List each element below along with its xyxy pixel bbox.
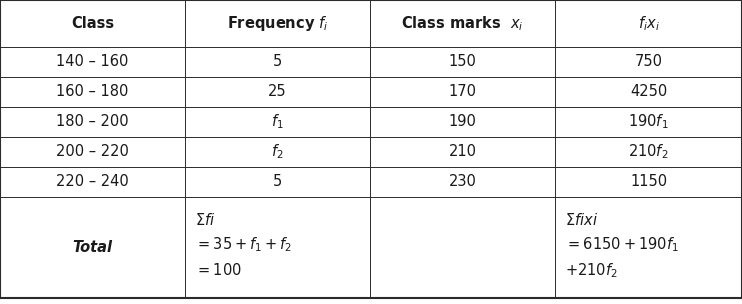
Text: 170: 170 bbox=[448, 85, 476, 99]
Text: Frequency $f_i$: Frequency $f_i$ bbox=[227, 14, 328, 33]
Text: 150: 150 bbox=[449, 54, 476, 70]
Text: $\Sigma fixi$: $\Sigma fixi$ bbox=[565, 212, 598, 228]
Text: Class marks  $x_i$: Class marks $x_i$ bbox=[401, 14, 524, 33]
Text: $f_2$: $f_2$ bbox=[272, 143, 283, 161]
Text: 4250: 4250 bbox=[630, 85, 667, 99]
Text: $= 6150 + 190f_1$: $= 6150 + 190f_1$ bbox=[565, 236, 679, 254]
Text: 190: 190 bbox=[449, 115, 476, 130]
Text: $f_1$: $f_1$ bbox=[271, 113, 284, 131]
Text: $\Sigma fi$: $\Sigma fi$ bbox=[195, 212, 215, 228]
Text: 220 – 240: 220 – 240 bbox=[56, 174, 129, 189]
Text: 180 – 200: 180 – 200 bbox=[56, 115, 129, 130]
Text: Total: Total bbox=[73, 240, 113, 255]
Text: 5: 5 bbox=[273, 174, 282, 189]
Text: $= 35 + f_1 + f_2$: $= 35 + f_1 + f_2$ bbox=[195, 236, 292, 254]
Text: 1150: 1150 bbox=[630, 174, 667, 189]
Text: 200 – 220: 200 – 220 bbox=[56, 144, 129, 160]
Text: $= 100$: $= 100$ bbox=[195, 262, 242, 278]
Text: $+ 210f_2$: $+ 210f_2$ bbox=[565, 261, 617, 280]
Text: 160 – 180: 160 – 180 bbox=[56, 85, 128, 99]
Text: 210: 210 bbox=[448, 144, 476, 160]
Text: 230: 230 bbox=[449, 174, 476, 189]
Text: $f_i x_i$: $f_i x_i$ bbox=[637, 14, 660, 33]
Text: 140 – 160: 140 – 160 bbox=[56, 54, 128, 70]
Text: 5: 5 bbox=[273, 54, 282, 70]
Text: $190f_1$: $190f_1$ bbox=[628, 113, 669, 131]
Text: 25: 25 bbox=[268, 85, 287, 99]
Text: $210f_2$: $210f_2$ bbox=[628, 143, 669, 161]
Text: Class: Class bbox=[71, 16, 114, 31]
Text: 750: 750 bbox=[634, 54, 663, 70]
